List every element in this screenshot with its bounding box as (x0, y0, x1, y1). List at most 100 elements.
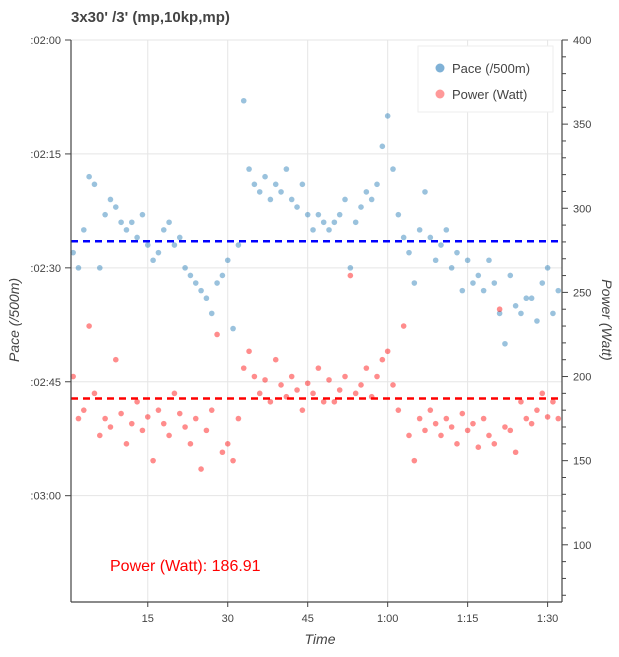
power-point (256, 390, 263, 397)
pace-point (283, 166, 290, 172)
pace-point (480, 287, 487, 294)
legend-pace-label: Pace (/500m) (452, 61, 530, 76)
power-point (187, 441, 194, 447)
y-left-tick-label: :02:45 (30, 377, 61, 389)
power-point (171, 390, 178, 397)
pace-point (176, 234, 183, 241)
mean-lines (71, 240, 562, 400)
grid (71, 39, 562, 602)
pace-point (294, 204, 300, 210)
pace-point (358, 204, 364, 210)
power-point (272, 356, 279, 363)
pace-point (528, 295, 535, 302)
pace-point (390, 166, 396, 172)
power-point (422, 427, 428, 434)
power-point (475, 444, 482, 450)
power-point (384, 348, 391, 355)
power-point (491, 441, 498, 447)
pace-point (182, 265, 188, 271)
pace-point (496, 310, 503, 317)
axes: 15 30 45 1:00 1:15 1:30:02:00:02:15:02:30:02:… (30, 35, 591, 625)
pace-point (86, 173, 92, 180)
power-point (246, 348, 252, 355)
pace-point (539, 280, 546, 286)
power-point (416, 415, 423, 422)
pace-point (512, 303, 519, 309)
x-tick-label: 1:00 (377, 613, 398, 625)
power-point (550, 398, 556, 405)
pace-point (384, 113, 391, 119)
y-right-tick-label: 400 (573, 35, 591, 47)
power-point (390, 382, 396, 388)
pace-point (448, 265, 455, 271)
pace-point (486, 257, 492, 264)
power-point (144, 414, 151, 420)
power-point (555, 415, 562, 422)
pace-point (310, 227, 316, 233)
power-point (134, 398, 140, 405)
pace-point (470, 280, 476, 286)
power-point (310, 390, 316, 397)
pace-point (550, 310, 556, 317)
pace-point (118, 219, 124, 226)
pace-point (107, 196, 114, 203)
power-point (459, 410, 466, 417)
pace-point (331, 219, 338, 226)
pace-point (320, 219, 327, 226)
pace-point (352, 219, 359, 226)
power-point (123, 441, 130, 447)
power-point (70, 373, 76, 380)
legend[interactable]: Pace (/500m) Power (Watt) (417, 45, 554, 113)
power-point (235, 415, 242, 422)
pace-point (171, 242, 178, 248)
pace-point (363, 189, 370, 195)
power-point (107, 424, 114, 430)
power-point (150, 457, 156, 464)
pace-point (523, 295, 530, 302)
power-point (342, 373, 348, 380)
power-point (427, 407, 434, 413)
pace-point (166, 219, 172, 226)
pace-point (422, 189, 428, 195)
pace-point (208, 310, 215, 317)
y-left-tick-label: :02:00 (30, 35, 61, 47)
power-point (80, 407, 87, 413)
power-point (299, 407, 306, 413)
pace-point (432, 257, 439, 264)
pace-point (187, 272, 194, 279)
pace-point (128, 219, 135, 226)
power-point (496, 306, 503, 313)
power-point (454, 441, 460, 447)
power-point (363, 365, 370, 371)
power-point (224, 441, 231, 447)
pace-point (224, 257, 231, 264)
power-point (288, 373, 295, 380)
power-point (262, 377, 268, 383)
pace-point (246, 166, 252, 172)
pace-point (75, 265, 82, 271)
pace-point (150, 257, 156, 264)
pace-point (475, 272, 482, 279)
y-left-tick-label: :02:30 (30, 263, 61, 275)
pace-point (251, 181, 258, 188)
power-point (219, 449, 226, 456)
pace-point (347, 265, 354, 271)
pace-point (91, 181, 98, 188)
x-tick-label: 15 (142, 613, 154, 625)
pace-point (203, 295, 210, 302)
y-right-tick-label: 350 (573, 119, 591, 131)
power-point (326, 377, 332, 383)
power-point (443, 415, 450, 422)
power-point (278, 382, 284, 388)
pace-point (192, 280, 199, 286)
pace-point (235, 242, 242, 248)
scatter-points (70, 97, 562, 472)
power-point (267, 398, 274, 405)
power-point (528, 420, 535, 427)
pace-point (214, 280, 220, 286)
power-point (486, 432, 492, 439)
legend-power-label: Power (Watt) (452, 87, 527, 102)
pace-point (534, 318, 540, 324)
power-point (192, 415, 199, 422)
pace-point (454, 249, 460, 256)
